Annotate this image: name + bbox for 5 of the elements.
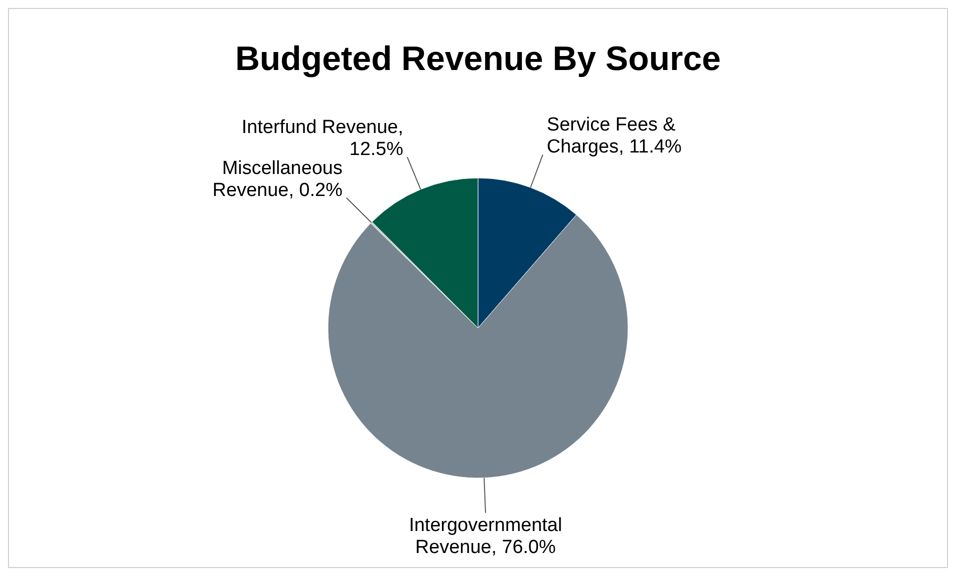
slice-label: Intergovernmental Revenue, 76.0% [408,514,562,558]
slice-label: Interfund Revenue, 12.5% [242,117,404,160]
slice-label: Miscellaneous Revenue, 0.2% [212,158,343,201]
chart-title: Budgeted Revenue By Source [235,40,721,78]
slice-label: Service Fees & Charges, 11.4% [546,114,682,158]
